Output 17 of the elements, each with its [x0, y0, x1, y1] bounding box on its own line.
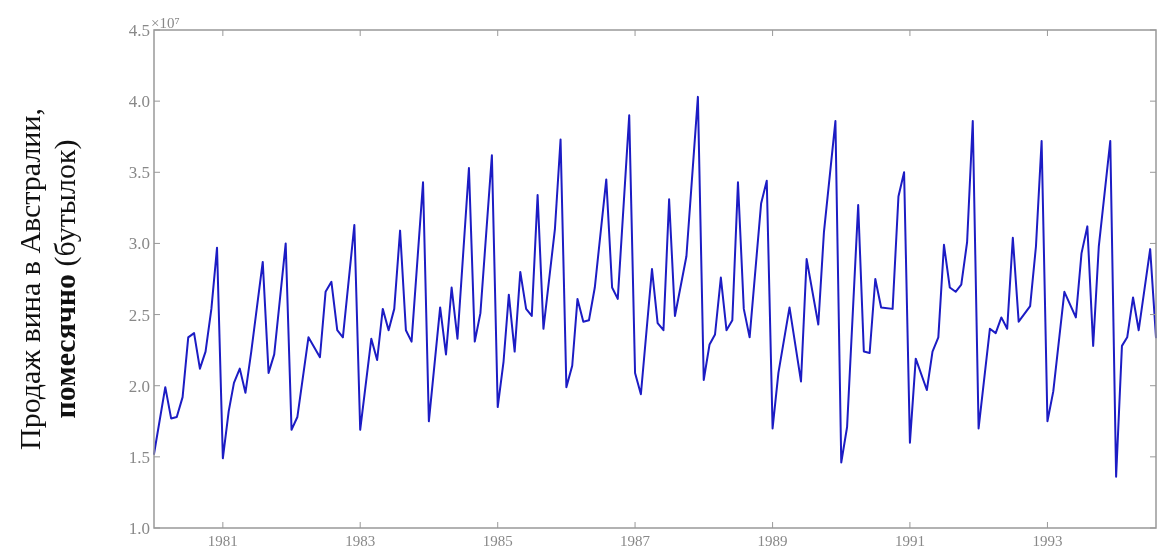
y-tick-label: 2.0 [128, 376, 150, 396]
x-tick-label: 1983 [345, 533, 376, 549]
annotation: ×10⁷ [151, 15, 180, 31]
x-tick-label: 1987 [620, 533, 651, 549]
y-tick-label: 1.0 [128, 518, 150, 538]
y-tick-label: 2.5 [128, 305, 150, 325]
x-tick-label: 1989 [757, 533, 788, 549]
y-tick-label: 3.5 [128, 163, 150, 183]
y-tick-label: 4.5 [128, 20, 150, 40]
x-tick-label: 1993 [1032, 533, 1063, 549]
x-tick-label: 1981 [207, 533, 238, 549]
y-tick-label: 1.5 [128, 447, 150, 467]
x-tick-label: 1985 [482, 533, 513, 549]
y-tick-label: 3.0 [128, 234, 150, 254]
y-tick-label: 4.0 [128, 92, 150, 112]
x-tick-label: 1991 [894, 533, 925, 549]
line-series [153, 95, 1157, 478]
